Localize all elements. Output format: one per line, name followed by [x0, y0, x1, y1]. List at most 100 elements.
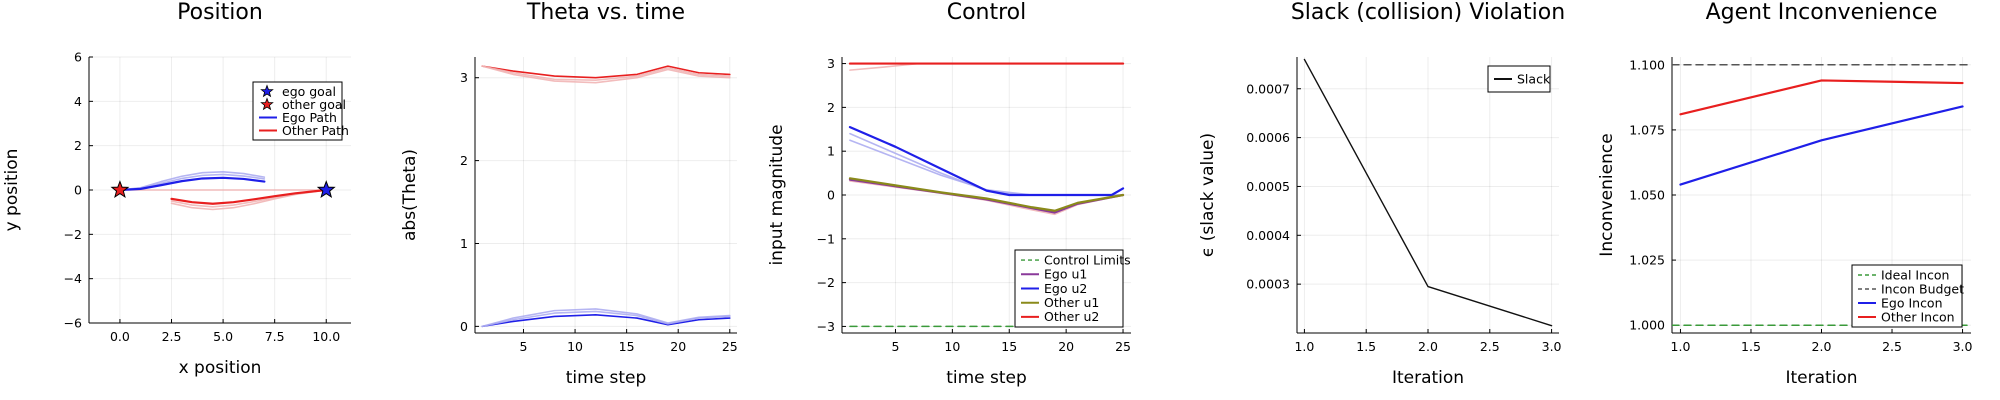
y-tick-label: 0: [74, 183, 82, 198]
legend-label: Slack: [1517, 71, 1551, 86]
series-line-iteration-4: [481, 310, 731, 328]
x-tick-label: 2.0: [1418, 339, 1438, 354]
x-axis-label: Iteration: [1392, 368, 1464, 388]
chart-panel-4: Slack (collision) Violation 1.0 1.5 2.0 2.5 3…: [1198, 0, 1565, 388]
x-tick-label: 2.0: [1812, 339, 1832, 354]
goal-marker: [110, 180, 130, 199]
y-tick-label: 2: [74, 138, 82, 153]
x-axis-label: time step: [566, 368, 647, 388]
y-tick-label: −6: [64, 316, 82, 331]
y-tick-label: −4: [64, 271, 82, 286]
series-line-slack: [1303, 58, 1553, 327]
y-tick-label: 0: [460, 319, 468, 334]
y-tick-label: 0.0003: [1246, 277, 1290, 292]
chart-panel-2: Theta vs. time 5 10 15 20 25 0 1 2 3 time step abs(…: [400, 0, 738, 388]
x-tick-label: 10: [567, 339, 583, 354]
x-axis-label: time step: [946, 368, 1027, 388]
y-tick-label: 0.0004: [1246, 228, 1290, 243]
y-tick-label: 1.050: [1629, 188, 1665, 203]
y-tick-label: 1.000: [1629, 318, 1665, 333]
x-tick-label: 2.5: [1882, 339, 1902, 354]
legend-label: Other u2: [1044, 309, 1099, 324]
x-tick-label: 1.5: [1356, 339, 1376, 354]
y-tick-label: 2: [827, 100, 835, 115]
legend-label: Other u1: [1044, 295, 1099, 310]
x-tick-label: 15: [619, 339, 635, 354]
y-tick-label: −1: [817, 231, 835, 246]
x-tick-label: 25: [722, 339, 738, 354]
y-tick-label: 2: [460, 153, 468, 168]
y-tick-label: 0.0005: [1246, 179, 1290, 194]
legend-label: Ego u1: [1044, 267, 1087, 282]
legend-label: ego goal: [282, 84, 336, 99]
chart-title: Agent Inconvenience: [1706, 0, 1938, 25]
y-tick-label: −2: [817, 275, 835, 290]
legend-label: other goal: [282, 97, 346, 112]
goal-marker: [316, 180, 336, 199]
legend-marker: [260, 97, 274, 111]
series-line-iteration-3: [481, 313, 731, 328]
chart-title: Slack (collision) Violation: [1291, 0, 1565, 25]
x-tick-label: 1.5: [1741, 339, 1761, 354]
y-tick-label: 0.0007: [1246, 81, 1290, 96]
x-tick-label: 3.0: [1953, 339, 1973, 354]
x-tick-label: 20: [1058, 339, 1074, 354]
series-line-iteration-1: [481, 65, 731, 82]
series-line-ego-incon: [1679, 105, 1964, 186]
legend-marker: [260, 84, 274, 98]
legend-label: Other Incon: [1881, 309, 1955, 324]
series-line-ego-u2: [848, 125, 1125, 197]
y-tick-label: 1.075: [1629, 122, 1665, 137]
legend-label: Control Limits: [1044, 252, 1131, 267]
x-tick-label: 3.0: [1542, 339, 1562, 354]
x-tick-label: 10: [944, 339, 960, 354]
x-tick-label: 10.0: [312, 329, 340, 344]
x-tick-label: 1.0: [1671, 339, 1691, 354]
y-axis-label: ϵ (slack value): [1198, 133, 1218, 257]
y-tick-label: 0: [827, 188, 835, 203]
y-tick-label: 1.100: [1629, 57, 1665, 72]
y-axis-label: Inconvenience: [1597, 133, 1617, 256]
y-tick-label: 3: [460, 70, 468, 85]
y-tick-label: 0.0006: [1246, 130, 1290, 145]
chart-panel-1: Position 0.0 2.5 5.0 7.5 10.0 −6 −4 −2 0 2 4 6 x posi…: [2, 0, 351, 378]
y-tick-label: 1.025: [1629, 253, 1665, 268]
series-line-iteration-2: [481, 65, 731, 84]
y-tick-label: −2: [64, 227, 82, 242]
x-tick-label: 5: [520, 339, 528, 354]
chart-panel-3: Control 5 10 15 20 25 −3 −2 −1 0 1 2 3 time step input…: [767, 0, 1131, 388]
y-tick-label: 3: [827, 56, 835, 71]
y-tick-label: −3: [817, 319, 835, 334]
chart-title: Theta vs. time: [526, 0, 685, 25]
legend-label: Ego u2: [1044, 281, 1087, 296]
chart-panel-5: Agent Inconvenience 1.0 1.5 2.0 2.5 3.0 1.000 1…: [1597, 0, 1973, 388]
y-axis-label: input magnitude: [767, 124, 787, 265]
legend-label: Incon Budget: [1881, 281, 1964, 296]
series-line-iteration-5: [481, 308, 731, 328]
plot-area: [1672, 64, 1971, 326]
series-line-other-path: [170, 188, 328, 205]
y-tick-label: 1: [827, 144, 835, 159]
legend: Slack: [1487, 65, 1551, 93]
x-tick-label: 2.5: [1480, 339, 1500, 354]
chart-title: Position: [177, 0, 263, 25]
legend-box: [1851, 264, 1963, 328]
x-tick-label: 15: [1001, 339, 1017, 354]
x-tick-label: 7.5: [265, 329, 285, 344]
legend-label: Ideal Incon: [1881, 267, 1949, 282]
series-line-other-incon: [1679, 79, 1964, 116]
x-tick-label: 2.5: [162, 329, 182, 344]
plot-area: [1303, 58, 1553, 327]
x-axis-label: Iteration: [1785, 368, 1857, 388]
x-tick-label: 5.0: [213, 329, 233, 344]
legend-label: Ego Incon: [1881, 295, 1943, 310]
plot-area: [118, 171, 328, 211]
y-tick-label: 1: [460, 236, 468, 251]
legend-label: Other Path: [282, 123, 349, 138]
series-line-iteration-5: [119, 171, 266, 191]
series-line-iteration-7: [170, 189, 328, 211]
x-tick-label: 5: [891, 339, 899, 354]
plot-area: [848, 62, 1125, 328]
